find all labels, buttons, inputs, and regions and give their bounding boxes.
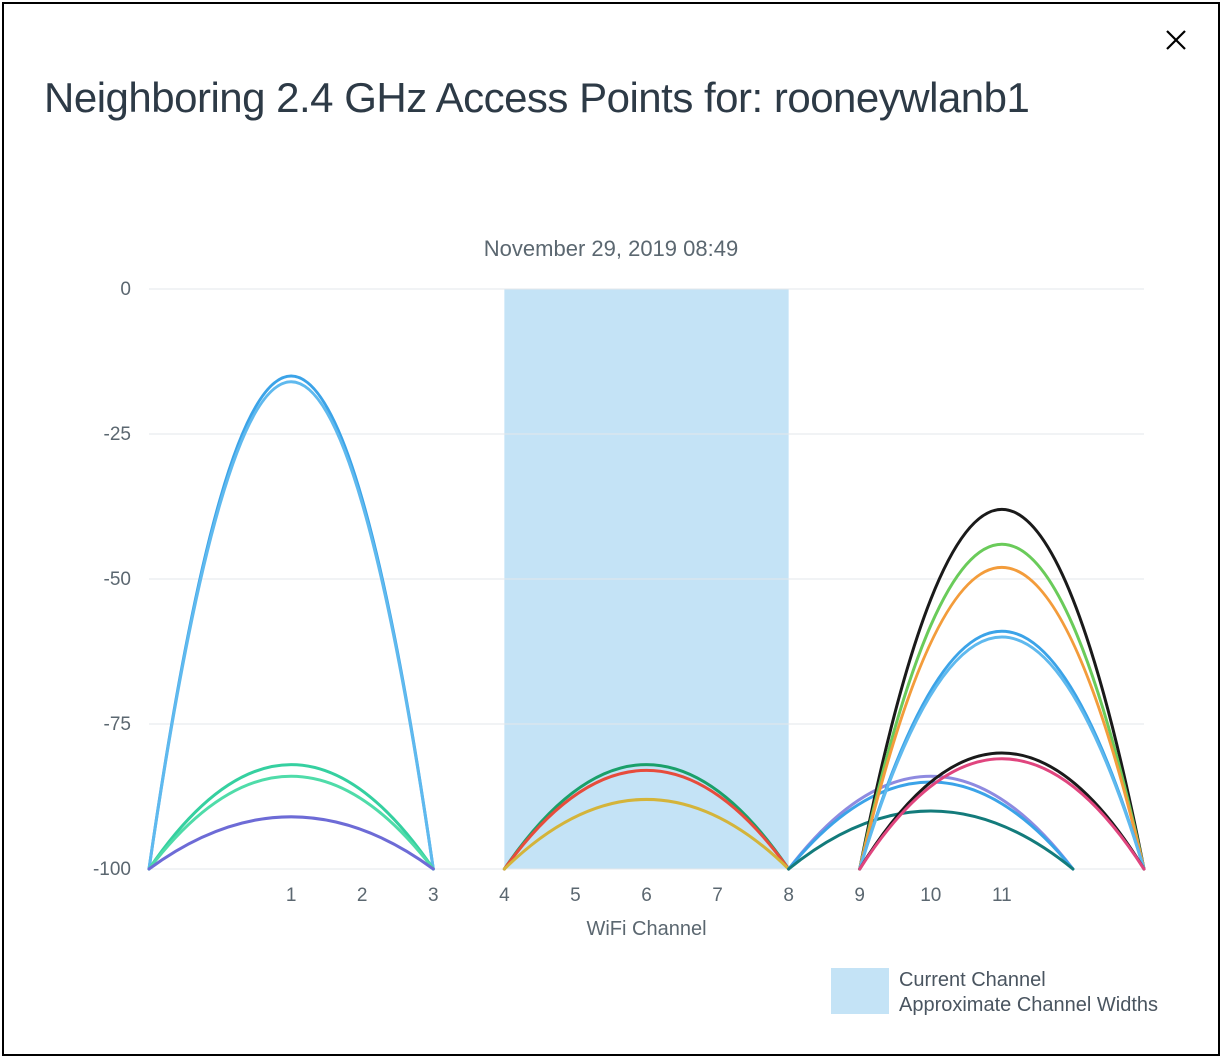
legend-text: Current Channel Approximate Channel Widt… xyxy=(899,968,1158,1018)
legend-line-1: Current Channel xyxy=(899,968,1158,993)
close-icon[interactable] xyxy=(1164,28,1188,52)
svg-text:4: 4 xyxy=(499,885,510,906)
svg-text:7: 7 xyxy=(712,885,723,906)
svg-text:-75: -75 xyxy=(104,714,131,735)
svg-text:-50: -50 xyxy=(104,569,131,590)
svg-text:11: 11 xyxy=(992,885,1012,906)
svg-text:10: 10 xyxy=(920,885,941,906)
svg-text:-100: -100 xyxy=(93,859,131,880)
page-title: Neighboring 2.4 GHz Access Points for: r… xyxy=(44,74,1178,122)
chart-timestamp: November 29, 2019 08:49 xyxy=(4,236,1218,262)
svg-text:3: 3 xyxy=(428,885,439,906)
svg-text:2: 2 xyxy=(357,885,368,906)
svg-text:WiFi Channel: WiFi Channel xyxy=(586,918,706,940)
wifi-channel-chart: 0 -25 -50 -75 -100 1 2 3 4 5 6 7 8 9 10 11 WiFi Channel xyxy=(44,269,1174,949)
legend-line-2: Approximate Channel Widths xyxy=(899,993,1158,1018)
svg-text:8: 8 xyxy=(783,885,794,906)
svg-text:-25: -25 xyxy=(104,424,131,445)
svg-text:6: 6 xyxy=(641,885,652,906)
modal-frame: Neighboring 2.4 GHz Access Points for: r… xyxy=(2,2,1220,1056)
legend-swatch xyxy=(831,968,889,1014)
chart-legend: Current Channel Approximate Channel Widt… xyxy=(831,968,1158,1018)
svg-text:0: 0 xyxy=(120,279,131,300)
svg-text:1: 1 xyxy=(286,885,297,906)
svg-text:9: 9 xyxy=(854,885,865,906)
svg-text:5: 5 xyxy=(570,885,581,906)
